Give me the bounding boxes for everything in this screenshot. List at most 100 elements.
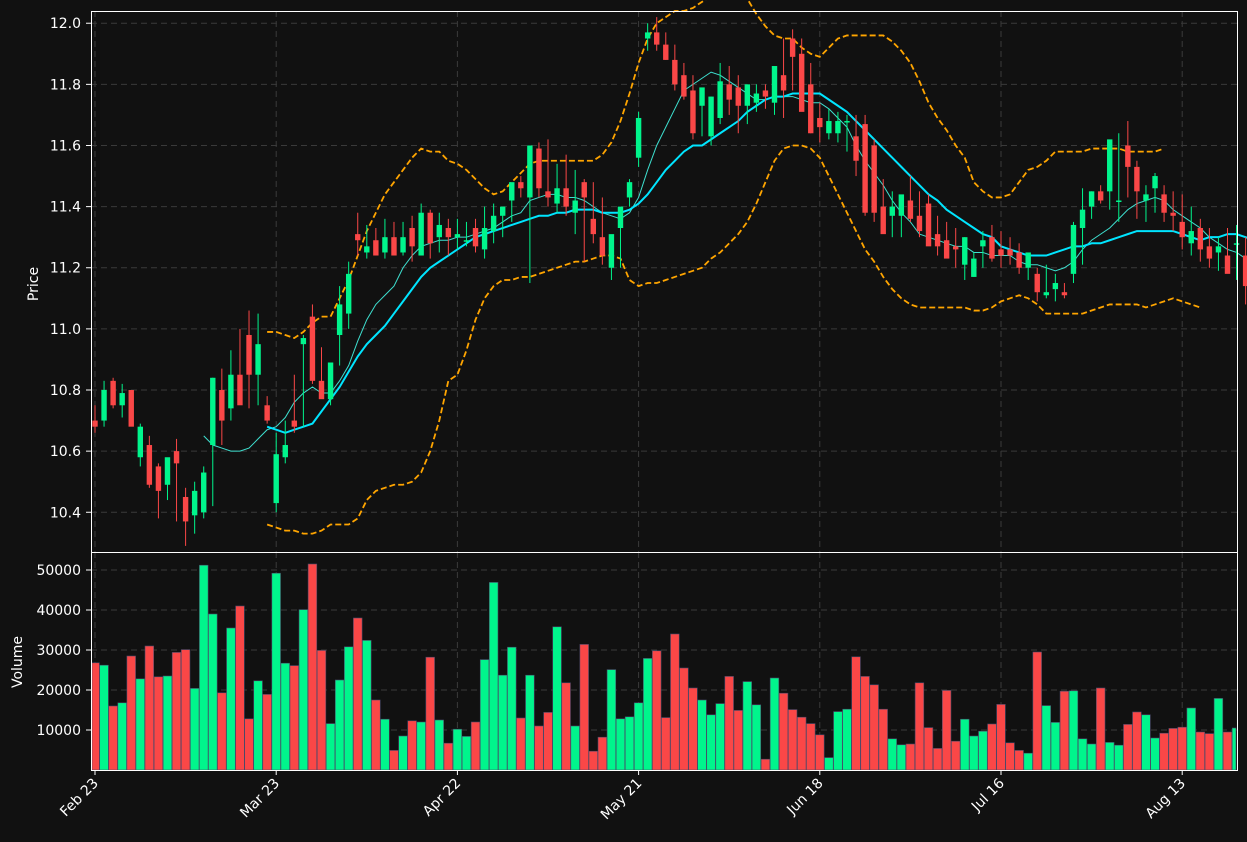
candle-body: [771, 66, 778, 103]
volume-bar: [371, 699, 381, 771]
candle-body: [726, 84, 732, 100]
candle-body: [527, 145, 533, 198]
candle-body: [762, 90, 769, 97]
candle-body: [201, 472, 207, 513]
candle-body: [798, 53, 805, 112]
candle: [255, 313, 261, 406]
candle-body: [246, 334, 252, 375]
candle: [934, 215, 941, 256]
volume-bar: [923, 727, 934, 771]
volume-bar: [787, 709, 798, 771]
candle: [92, 405, 98, 433]
volume-bar: [334, 679, 345, 771]
volume-bar: [362, 640, 372, 771]
candle-body: [835, 121, 841, 134]
volume-tick-label: 30000: [36, 643, 81, 659]
candle-body: [518, 182, 524, 189]
volume-bar: [162, 675, 173, 771]
volume-bar: [1132, 711, 1142, 771]
candle: [1088, 191, 1095, 219]
candle-body: [1034, 273, 1040, 293]
volume-bar: [344, 646, 354, 771]
price-tick-label: 10.6: [50, 444, 81, 460]
candle: [300, 334, 307, 427]
candle: [980, 231, 986, 268]
candle: [690, 75, 696, 140]
candle-body: [1125, 145, 1131, 167]
volume-bar: [416, 721, 426, 771]
upper-band-line: [267, 0, 1165, 340]
candle: [844, 114, 850, 152]
candle: [572, 169, 578, 235]
candle-body: [164, 457, 171, 485]
volume-bar: [597, 736, 608, 771]
volume-bar: [1077, 738, 1088, 771]
volume-bar: [561, 682, 571, 771]
volume-bar: [1041, 705, 1051, 771]
candle: [481, 206, 488, 259]
volume-bar: [91, 662, 100, 771]
volume-bar: [724, 676, 734, 771]
candle: [273, 432, 279, 513]
price-axis-title: Price: [26, 267, 42, 301]
candle: [391, 221, 397, 256]
candle: [1107, 139, 1113, 210]
candle-body: [871, 145, 877, 213]
price-tick-label: 11.8: [50, 77, 81, 93]
candle: [563, 154, 569, 216]
candle: [182, 487, 189, 546]
candle: [191, 481, 198, 534]
candle-body: [862, 124, 868, 213]
volume-bar: [1159, 732, 1169, 771]
candle: [155, 463, 162, 519]
volume-y-axis: 10000 20000 30000 40000 50000: [36, 563, 91, 739]
candle: [1224, 228, 1231, 274]
candle-body: [898, 194, 905, 216]
volume-bar: [1105, 742, 1115, 771]
volume-bar: [117, 702, 127, 771]
candle-body: [119, 393, 125, 406]
candle: [590, 182, 596, 244]
candle: [264, 396, 270, 424]
candle: [1170, 191, 1176, 232]
volume-bar: [226, 627, 236, 771]
volume-bar: [643, 658, 653, 771]
volume-bar: [144, 645, 155, 771]
candle: [527, 145, 533, 284]
volume-bar: [588, 750, 598, 771]
candle: [617, 206, 624, 268]
volume-bar: [389, 750, 399, 771]
volume-bar: [217, 692, 227, 771]
volume-bar: [1068, 690, 1079, 771]
candle-body: [500, 206, 506, 216]
volume-bar: [1014, 750, 1024, 771]
candle: [1197, 218, 1204, 262]
candle: [880, 179, 886, 235]
candle-body: [789, 38, 796, 57]
candle-body: [962, 237, 968, 265]
candle-body: [463, 240, 470, 242]
candle-body: [101, 390, 107, 421]
candle-body: [264, 405, 270, 421]
candle: [762, 84, 769, 109]
candle: [644, 23, 651, 51]
candle-body: [228, 374, 234, 409]
candle-body: [1179, 221, 1185, 238]
volume-bar: [624, 716, 635, 771]
candle-body: [1152, 176, 1158, 189]
candle-body: [536, 148, 542, 189]
candle-body: [889, 206, 895, 216]
candle: [472, 218, 479, 253]
candle-body: [925, 203, 932, 247]
candle-body: [219, 390, 225, 421]
volume-bar: [679, 667, 689, 771]
candle: [672, 44, 678, 91]
candle: [382, 218, 388, 259]
candle-body: [581, 182, 587, 198]
candle: [210, 377, 216, 507]
candle-body: [563, 188, 569, 207]
candle-body: [373, 240, 379, 256]
volume-bar: [108, 705, 118, 771]
volume-bar: [1023, 752, 1033, 771]
candle-body: [916, 215, 923, 232]
